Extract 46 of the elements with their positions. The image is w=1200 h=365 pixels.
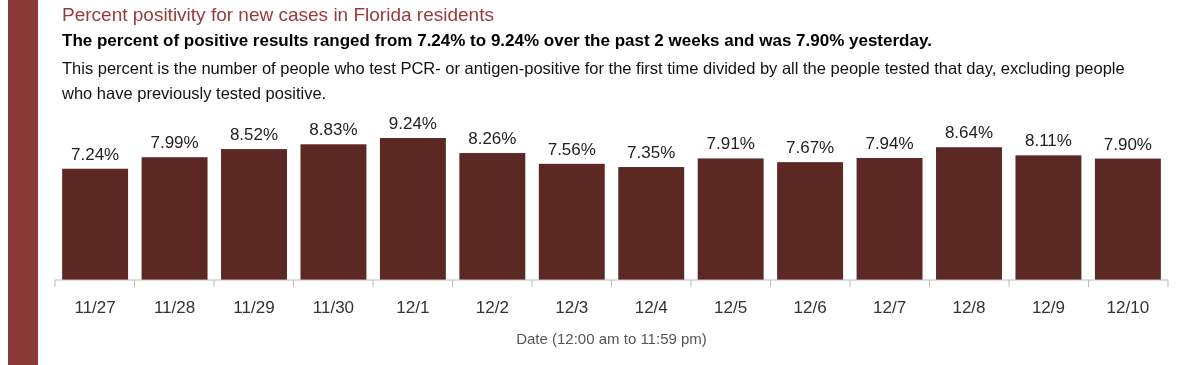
text: This percent is the number of people who test PCR- or antigen-positive for the first time divided by all the people tested that day, excluding people who have previously tested positive. bbox=[62, 58, 1126, 104]
data-label: 8.64% bbox=[944, 123, 994, 143]
bar bbox=[1015, 155, 1082, 280]
bar bbox=[221, 149, 287, 280]
x-tick-label: 12/2 bbox=[475, 298, 509, 317]
bar bbox=[538, 163, 605, 280]
x-tick-label: 11/28 bbox=[153, 298, 196, 317]
x-tick-label: 12/8 bbox=[952, 298, 986, 317]
x-tick-label: 12/6 bbox=[793, 298, 827, 317]
data-label: 7.67% bbox=[786, 138, 835, 158]
data-label: 7.91% bbox=[706, 134, 755, 154]
data-label: 7.94% bbox=[865, 133, 914, 153]
data-label: 7.24% bbox=[71, 144, 120, 164]
bar bbox=[141, 157, 208, 280]
bar bbox=[459, 153, 526, 280]
bar bbox=[62, 168, 129, 280]
x-tick-label: 11/27 bbox=[74, 298, 116, 317]
bar bbox=[697, 158, 764, 280]
x-tick-label: 12/5 bbox=[714, 298, 748, 317]
data-label: 7.90% bbox=[1103, 134, 1152, 154]
chart-subtitle: The percent of positive results ranged from 7.24% to 9.24% over the past 2 weeks and was 7.90% yesterday. bbox=[62, 30, 933, 52]
data-label: 7.35% bbox=[627, 143, 676, 163]
x-tick-label: 12/1 bbox=[396, 298, 430, 317]
data-label: 7.99% bbox=[150, 133, 199, 153]
data-label: 8.26% bbox=[468, 129, 517, 149]
data-label: 8.83% bbox=[309, 120, 358, 140]
x-tick-label: 12/3 bbox=[555, 298, 589, 317]
data-label: 7.56% bbox=[547, 139, 596, 159]
data-label: 9.24% bbox=[388, 114, 437, 133]
x-axis-title: Date (12:00 am to 11:59 pm) bbox=[516, 330, 707, 347]
bar bbox=[936, 147, 1002, 280]
x-tick-label: 11/29 bbox=[233, 298, 275, 317]
chart-title: Percent positivity for new cases in Florida residents bbox=[62, 3, 495, 27]
bar bbox=[1094, 158, 1161, 280]
x-tick-label: 12/7 bbox=[873, 298, 907, 317]
data-label: 8.52% bbox=[229, 125, 279, 145]
bar bbox=[300, 144, 367, 280]
bar bbox=[777, 162, 844, 280]
x-tick-label: 12/4 bbox=[634, 298, 668, 317]
x-tick-label: 12/9 bbox=[1031, 298, 1065, 317]
x-tick-label: 12/10 bbox=[1106, 298, 1150, 317]
bar bbox=[379, 138, 446, 280]
x-tick-label: 11/30 bbox=[312, 298, 355, 317]
bar bbox=[856, 157, 923, 280]
data-label: 8.11% bbox=[1024, 131, 1072, 151]
bar bbox=[618, 167, 685, 280]
